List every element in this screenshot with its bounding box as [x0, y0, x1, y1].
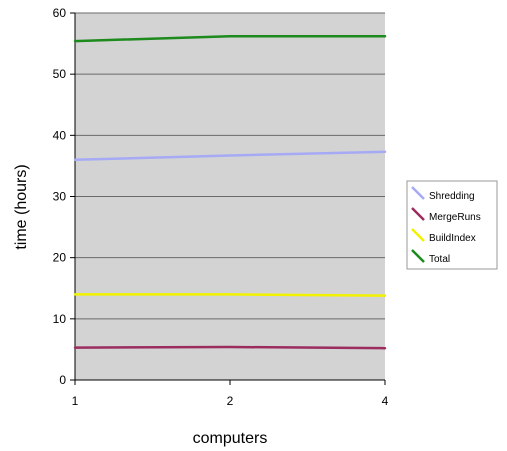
legend-label-buildindex: BuildIndex	[429, 233, 476, 244]
legend-label-total: Total	[429, 254, 450, 265]
y-axis-title: time (hours)	[13, 164, 30, 249]
legend-swatch-mergeruns	[411, 207, 425, 221]
legend-label-mergeruns: MergeRuns	[429, 212, 481, 223]
x-tick-label: 4	[382, 394, 389, 408]
y-tick-labels: 0 10 20 30 40 50 60	[53, 6, 67, 387]
series-line-total	[73, 34, 387, 43]
y-tick-label: 60	[53, 6, 67, 20]
legend-swatch-shredding	[411, 186, 425, 200]
series-line-mergeruns	[73, 345, 387, 350]
legend-label-shredding: Shredding	[429, 191, 475, 202]
y-tick-label: 40	[53, 128, 67, 142]
series-line-shredding	[73, 150, 387, 162]
legend-swatch-buildindex	[411, 228, 425, 242]
gridlines	[75, 12, 385, 320]
y-tick-label: 30	[53, 190, 67, 204]
y-tick-label: 20	[53, 251, 67, 265]
axes	[70, 12, 386, 385]
y-tick-label: 50	[53, 67, 67, 81]
series-lines	[73, 34, 387, 350]
y-tick-label: 0	[59, 373, 66, 387]
x-tick-labels: 1 2 4	[72, 394, 389, 408]
legend: Shredding MergeRuns BuildIndex Total	[406, 180, 498, 270]
x-tick-label: 2	[227, 394, 234, 408]
x-axis-title: computers	[193, 430, 268, 447]
legend-swatch-total	[411, 249, 425, 263]
series-line-buildindex	[73, 293, 387, 297]
y-tick-label: 10	[53, 312, 67, 326]
x-tick-label: 1	[72, 394, 79, 408]
